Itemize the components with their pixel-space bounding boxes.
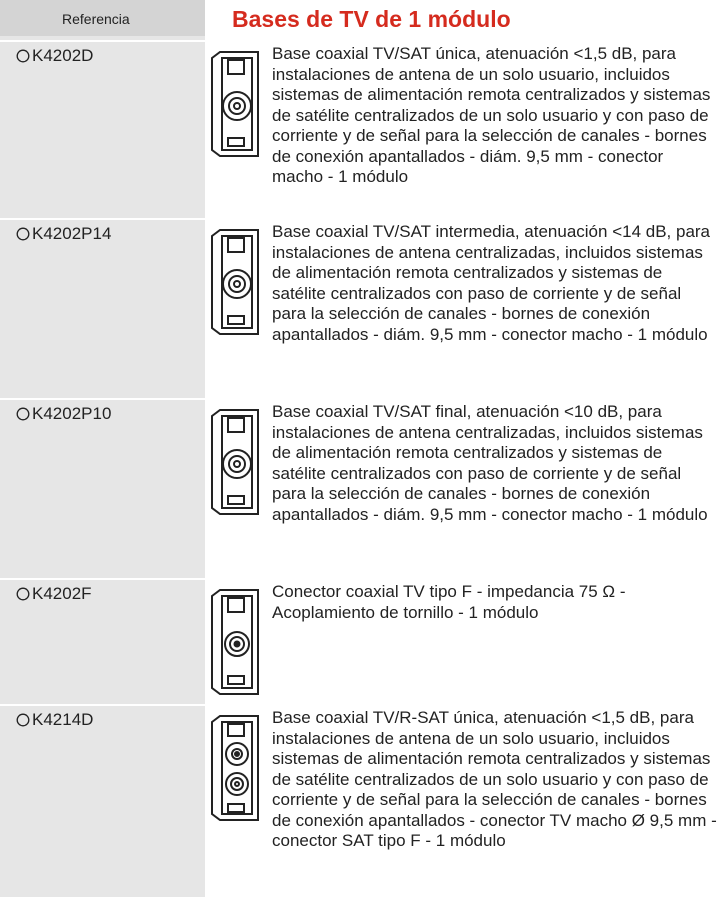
product-icon — [211, 589, 259, 695]
separator — [0, 704, 205, 706]
product-icon — [211, 51, 259, 157]
bullet — [16, 587, 30, 601]
code: K4214D — [32, 710, 94, 729]
separator — [0, 578, 205, 580]
separator — [0, 40, 205, 42]
code: K4202P10 — [32, 404, 112, 423]
description: Base coaxial TV/SAT única, atenuación <1… — [272, 44, 711, 186]
product-icon — [211, 715, 259, 821]
description: Conector coaxial TV tipo F - impedancia … — [272, 582, 626, 622]
code: K4202P14 — [32, 224, 112, 243]
bullet — [16, 227, 30, 241]
product-icon — [211, 229, 259, 335]
bullet — [16, 713, 30, 727]
separator — [0, 218, 205, 220]
product-icon — [211, 409, 259, 515]
reference-column — [0, 36, 205, 897]
bullet — [16, 407, 30, 421]
description: Base coaxial TV/R-SAT única, atenuación … — [272, 708, 717, 850]
separator — [0, 398, 205, 400]
code: K4202D — [32, 46, 94, 65]
code: K4202F — [32, 584, 92, 603]
description: Base coaxial TV/SAT intermedia, atenuaci… — [272, 222, 711, 344]
description: Base coaxial TV/SAT final, atenuación <1… — [272, 402, 708, 524]
title: Bases de TV de 1 módulo — [232, 6, 511, 32]
bullet — [16, 49, 30, 63]
column-label: Referencia — [0, 0, 205, 36]
